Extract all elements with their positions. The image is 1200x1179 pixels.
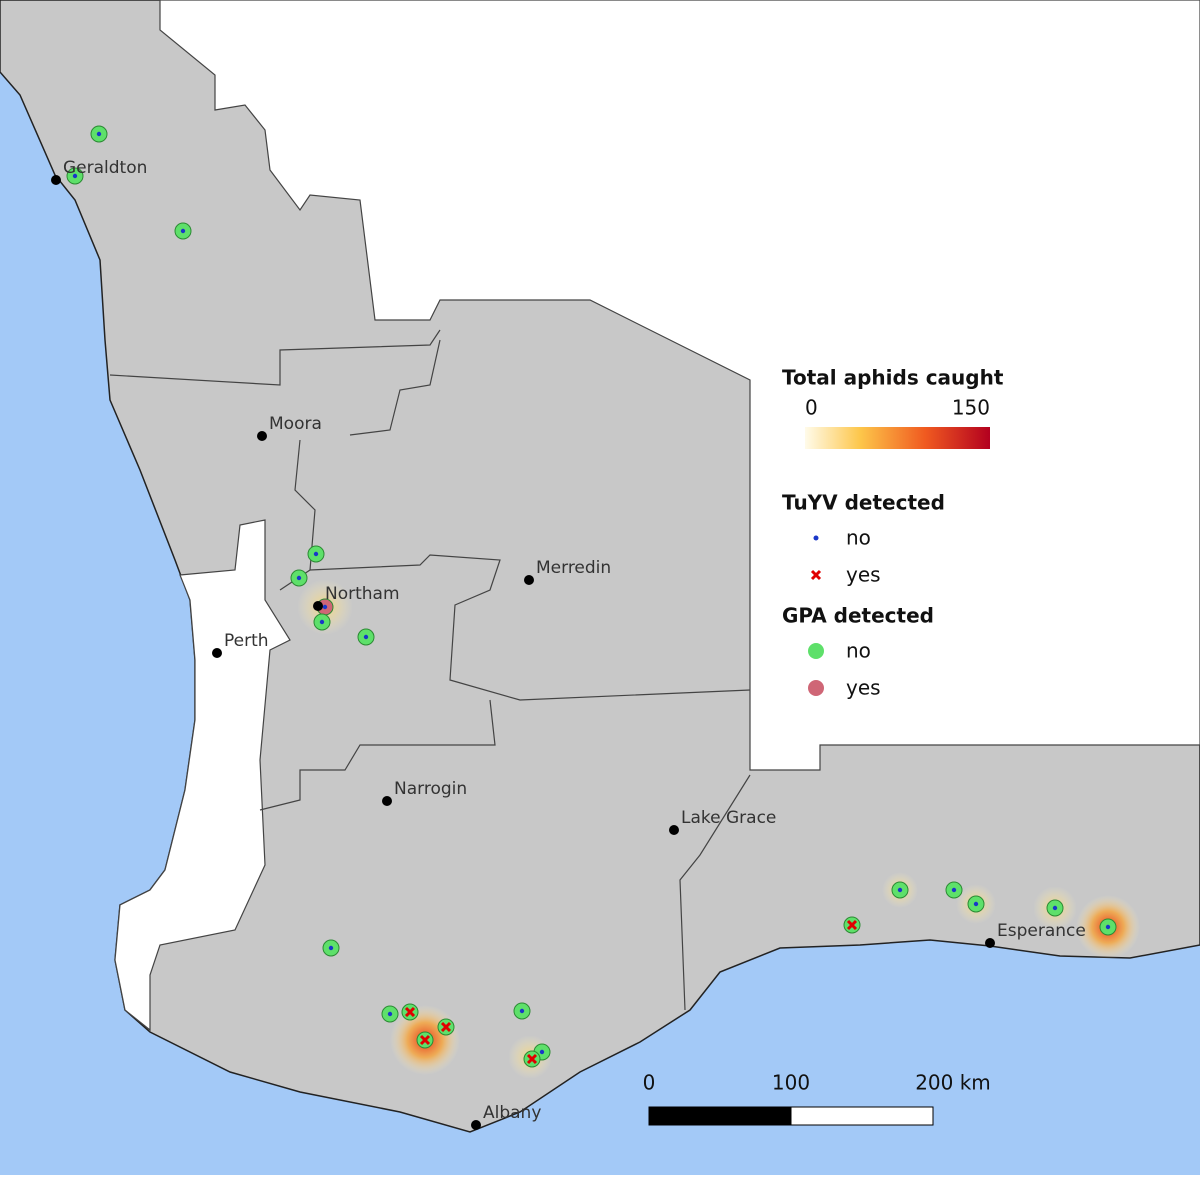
town-dot	[212, 648, 222, 658]
scale-label: 100	[772, 1071, 810, 1095]
tuyv-no	[328, 945, 334, 951]
town-label: Northam	[325, 584, 400, 604]
tuyv-no	[1052, 905, 1058, 911]
tuyv-no	[322, 604, 328, 610]
tuyv-no	[1105, 924, 1111, 930]
town-dot	[382, 796, 392, 806]
tuyv-no	[72, 173, 78, 179]
scale-label: 0	[643, 1071, 656, 1095]
town-label: Esperance	[997, 921, 1086, 941]
legend-title: Total aphids caught	[782, 366, 1004, 390]
town-label: Geraldton	[63, 158, 147, 178]
gpa-no	[808, 643, 824, 659]
tuyv-no	[363, 634, 369, 640]
colorbar-label: 0	[805, 396, 818, 420]
sites	[66, 125, 1117, 1068]
legend-title: TuYV detected	[782, 491, 945, 515]
gpa-yes	[808, 680, 824, 696]
tuyv-yes	[404, 1006, 416, 1018]
tuyv-no	[813, 535, 819, 541]
town-dot	[51, 175, 61, 185]
town-dot	[313, 601, 323, 611]
tuyv-yes	[810, 569, 822, 581]
town-label: Albany	[483, 1103, 541, 1123]
tuyv-no	[296, 575, 302, 581]
tuyv-no	[519, 1008, 525, 1014]
town-label: Lake Grace	[681, 808, 776, 828]
color-bar	[805, 427, 990, 449]
legend-label: no	[846, 639, 871, 663]
tuyv-no	[180, 228, 186, 234]
tuyv-yes	[419, 1034, 431, 1046]
tuyv-yes	[846, 919, 858, 931]
tuyv-no	[951, 887, 957, 893]
tuyv-no	[319, 619, 325, 625]
legend-label: yes	[846, 563, 881, 587]
legend-label: no	[846, 526, 871, 550]
tuyv-no	[96, 131, 102, 137]
scale-segment	[648, 1106, 792, 1126]
town-dot	[524, 575, 534, 585]
town-dot	[257, 431, 267, 441]
tuyv-no	[897, 887, 903, 893]
town-label: Narrogin	[394, 779, 467, 799]
tuyv-yes	[440, 1021, 452, 1033]
tuyv-no	[539, 1049, 545, 1055]
town-dot	[985, 938, 995, 948]
scale-label: 200 km	[915, 1071, 991, 1095]
unselected-area	[159, 0, 1200, 771]
legend-title: GPA detected	[782, 604, 934, 628]
tuyv-yes	[526, 1053, 538, 1065]
unselected-area	[114, 519, 291, 1032]
town-label: Merredin	[536, 558, 611, 578]
legend-label: yes	[846, 676, 881, 700]
scale-segment	[790, 1106, 934, 1126]
town-dot	[471, 1120, 481, 1130]
colorbar-label: 150	[952, 396, 990, 420]
tuyv-no	[313, 551, 319, 557]
tuyv-no	[387, 1011, 393, 1017]
town-label: Perth	[224, 631, 269, 651]
town-dot	[669, 825, 679, 835]
town-label: Moora	[269, 414, 322, 434]
tuyv-no	[973, 901, 979, 907]
